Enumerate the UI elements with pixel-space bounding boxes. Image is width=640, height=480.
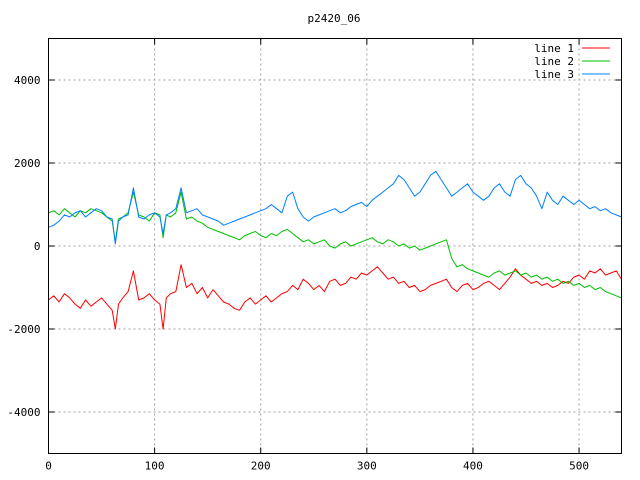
y-tick-label: -2000 <box>7 323 40 336</box>
series-line-2 <box>48 191 622 299</box>
y-tick-label: -4000 <box>7 406 40 419</box>
axis-ticks: 0 100 200 300 400 500 -4000 -2000 0 2000 4000 <box>7 38 622 473</box>
legend-label: line 2 <box>534 55 574 68</box>
y-tick-label: 4000 <box>14 74 41 87</box>
x-tick-label: 400 <box>463 460 483 473</box>
y-tick-label: 0 <box>34 240 41 253</box>
grid-lines <box>48 38 622 454</box>
series-line-3 <box>48 170 622 245</box>
x-tick-label: 0 <box>45 460 52 473</box>
legend-label: line 3 <box>534 68 574 81</box>
legend-label: line 1 <box>534 42 574 55</box>
x-tick-label: 300 <box>357 460 377 473</box>
x-tick-label: 100 <box>145 460 165 473</box>
x-tick-label: 200 <box>251 460 271 473</box>
x-tick-label: 500 <box>569 460 589 473</box>
y-tick-label: 2000 <box>14 157 41 170</box>
series-line-1 <box>48 264 622 330</box>
chart-title: p2420_06 <box>308 12 361 25</box>
series-lines <box>48 170 622 330</box>
